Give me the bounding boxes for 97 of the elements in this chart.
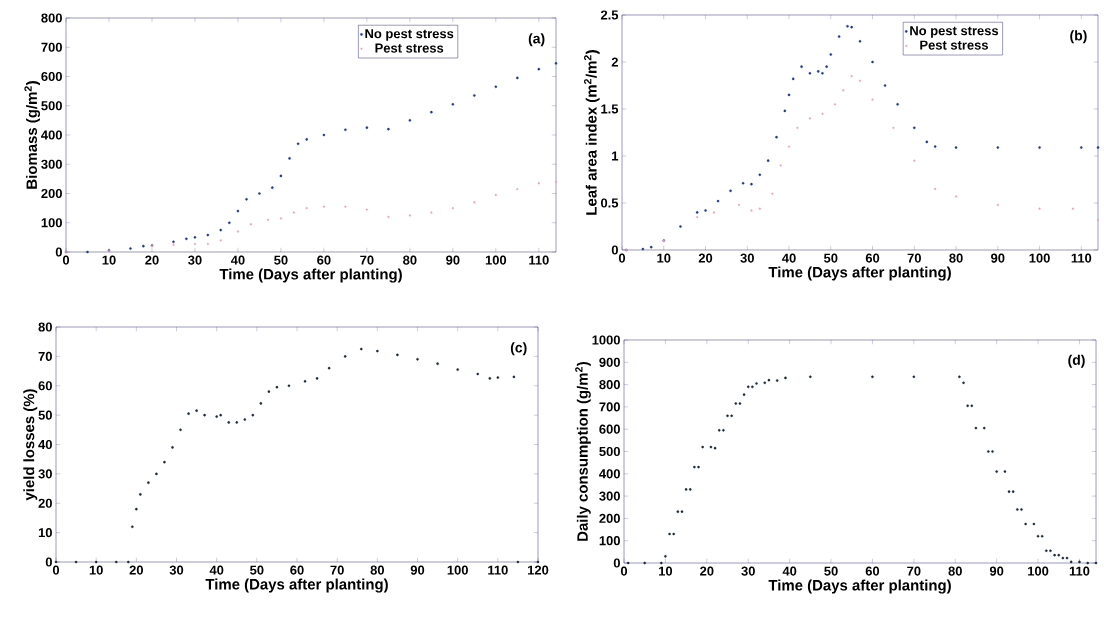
- x-tick-label: 60: [865, 253, 880, 263]
- annotation: (a): [528, 33, 545, 47]
- y-tick-label: 30: [38, 469, 52, 479]
- legend-label: No pest stress: [365, 29, 454, 41]
- annotation: (b): [1070, 30, 1087, 44]
- x-tick-label: 0: [62, 255, 70, 265]
- x-tick-label: 40: [782, 253, 796, 263]
- y-tick-label: 1: [612, 151, 619, 161]
- y-tick-label: 600: [41, 71, 62, 82]
- x-axis-title: Time (Days after planting): [768, 266, 951, 281]
- x-tick-label: 70: [907, 566, 921, 576]
- x-tick-label: 100: [1028, 566, 1049, 576]
- x-tick-label: 90: [989, 566, 1004, 576]
- y-tick-label: 1.5: [601, 104, 619, 114]
- y-tick-label: 800: [599, 380, 620, 390]
- x-axis-title: Time (Days after planting): [219, 268, 402, 283]
- y-axis-title: yield losses (%): [23, 389, 38, 501]
- y-axis-title: Biomass (g/m$^{2}$): [24, 81, 41, 189]
- y-tick-label: 100: [41, 218, 62, 228]
- x-tick-label: 0: [620, 566, 628, 576]
- x-tick-label: 100: [1029, 253, 1050, 263]
- x-tick-label: 80: [949, 253, 963, 263]
- legend-label: Pest stress: [375, 43, 444, 53]
- legend-label: Pest stress: [920, 40, 988, 50]
- y-tick-label: 800: [41, 13, 62, 23]
- y-tick-label: 600: [599, 424, 620, 434]
- y-tick-label: 700: [41, 42, 62, 52]
- x-tick-label: 120: [528, 565, 549, 575]
- y-tick-label: 200: [599, 513, 620, 523]
- y-tick-label: 0: [613, 558, 620, 568]
- x-tick-label: 80: [403, 255, 417, 265]
- x-tick-label: 30: [169, 565, 184, 575]
- x-tick-label: 30: [188, 255, 202, 265]
- x-tick-label: 110: [1069, 566, 1090, 576]
- x-tick-label: 90: [991, 253, 1005, 263]
- y-tick-label: 50: [38, 410, 52, 420]
- y-tick-label: 10: [38, 528, 52, 538]
- x-tick-label: 90: [410, 565, 425, 575]
- x-tick-label: 50: [250, 565, 264, 575]
- x-tick-label: 60: [865, 566, 880, 576]
- y-tick-label: 2.5: [600, 10, 619, 20]
- y-tick-label: 100: [599, 536, 620, 546]
- y-tick-label: 500: [41, 101, 62, 111]
- y-tick-label: 900: [599, 357, 620, 367]
- annotation: (c): [510, 342, 527, 356]
- x-tick-label: 110: [488, 565, 508, 575]
- x-tick-label: 10: [89, 565, 103, 575]
- x-tick-label: 20: [145, 255, 159, 265]
- y-axis-title: Leaf area index (m$^{2}$/m$^{2}$): [584, 50, 600, 215]
- x-tick-label: 50: [824, 566, 838, 576]
- x-tick-label: 110: [529, 255, 549, 265]
- y-tick-label: 20: [38, 498, 52, 508]
- y-tick-label: 1000: [592, 335, 620, 345]
- x-tick-label: 110: [1071, 253, 1092, 263]
- x-tick-label: 60: [290, 565, 304, 575]
- y-tick-label: 300: [599, 491, 620, 501]
- x-tick-label: 70: [907, 253, 921, 263]
- x-tick-label: 20: [698, 253, 713, 263]
- x-tick-label: 20: [129, 565, 143, 575]
- x-tick-label: 30: [741, 566, 755, 576]
- x-tick-label: 100: [485, 255, 507, 265]
- y-tick-label: 400: [599, 469, 620, 479]
- x-tick-label: 30: [740, 253, 754, 263]
- y-tick-label: 70: [38, 351, 52, 361]
- y-tick-label: 80: [38, 322, 52, 332]
- x-tick-label: 50: [823, 253, 838, 263]
- x-tick-label: 70: [360, 255, 374, 265]
- x-tick-label: 10: [659, 566, 673, 576]
- x-tick-label: 10: [657, 253, 671, 263]
- y-tick-label: 0: [45, 557, 52, 567]
- x-axis-title: Time (Days after planting): [205, 578, 388, 593]
- x-tick-label: 10: [102, 255, 116, 265]
- annotation: (d): [1068, 354, 1085, 368]
- y-tick-label: 700: [599, 402, 620, 412]
- y-tick-label: 40: [38, 439, 52, 450]
- x-tick-label: 40: [209, 565, 224, 575]
- x-tick-label: 80: [370, 565, 385, 575]
- x-tick-label: 50: [274, 255, 288, 265]
- x-tick-label: 40: [230, 255, 245, 265]
- y-tick-label: 200: [41, 188, 62, 199]
- y-tick-label: 500: [599, 446, 620, 457]
- y-tick-label: 300: [41, 159, 62, 169]
- y-tick-label: 60: [38, 381, 52, 391]
- x-tick-label: 90: [446, 255, 460, 265]
- y-tick-label: 400: [41, 130, 62, 140]
- y-tick-label: 0: [611, 245, 618, 255]
- x-tick-label: 80: [948, 566, 962, 576]
- x-tick-label: 100: [447, 565, 468, 575]
- y-tick-label: 0.5: [601, 198, 619, 208]
- legend-label: No pest stress: [910, 26, 999, 38]
- x-tick-label: 60: [317, 255, 331, 265]
- x-axis-title: Time (Days after planting): [768, 579, 951, 594]
- x-tick-label: 40: [782, 566, 797, 576]
- x-tick-label: 20: [700, 566, 714, 576]
- y-axis-title: Daily consumption (g/m$^{2}$): [575, 361, 591, 541]
- y-tick-label: 2: [611, 57, 618, 67]
- x-tick-label: 70: [330, 565, 344, 575]
